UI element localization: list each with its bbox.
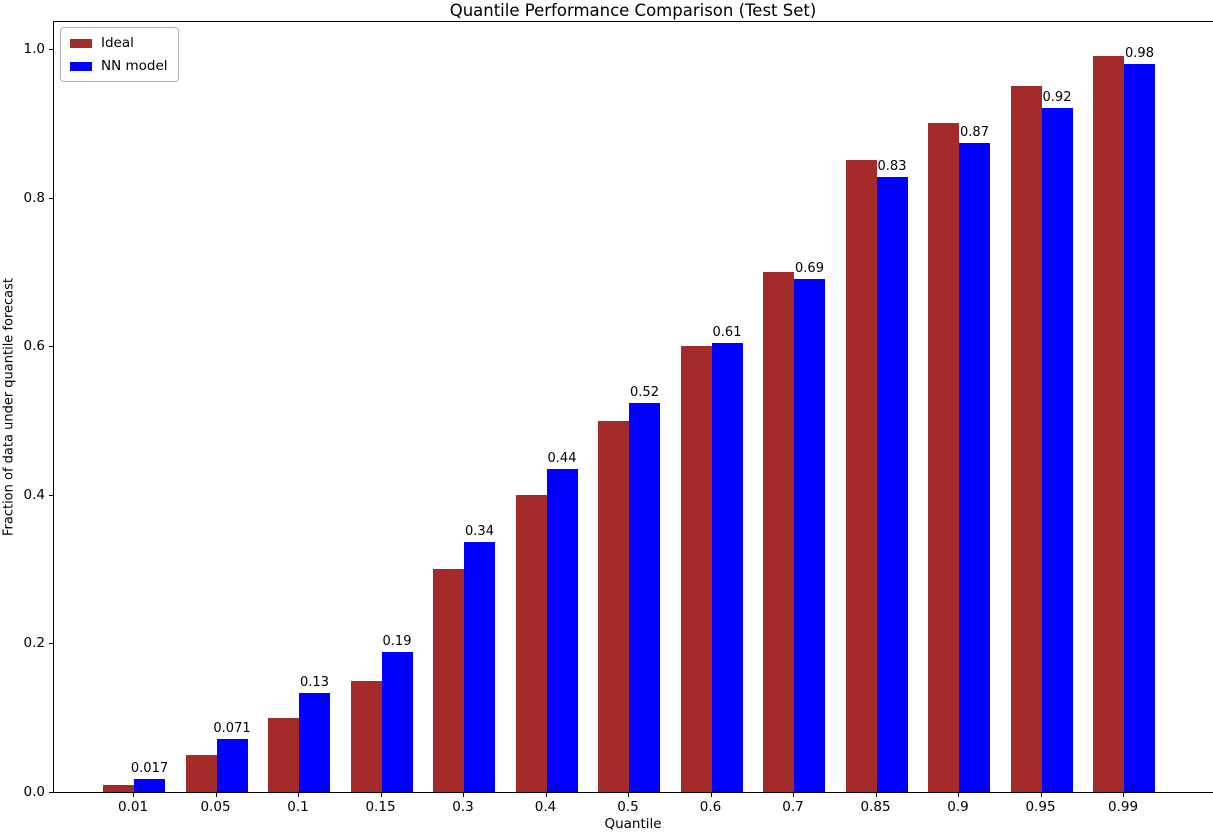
legend-label: Ideal [101,35,134,51]
bar-value-label: 0.98 [1125,45,1154,61]
x-tick-mark [380,793,382,797]
x-tick-label: 0.1 [287,799,309,815]
x-axis-title: Quantile [604,816,662,832]
y-tick-mark [49,643,53,645]
y-tick-mark [49,346,53,348]
x-tick-label: 0.6 [699,799,722,815]
bar-value-label: 0.52 [630,385,659,401]
x-tick-label: 0.9 [947,799,969,815]
bar-value-label: 0.34 [465,523,494,539]
bar-nn-model-0.5 [629,403,660,792]
bar-value-label: 0.44 [547,450,577,466]
bar-ideal-0.5 [598,420,629,792]
legend-label: NN model [101,58,168,74]
y-tick-label: 0.0 [23,784,45,800]
bar-nn-model-0.05 [216,739,248,792]
bar-ideal-0.7 [763,271,794,792]
bar-nn-model-0.6 [711,342,743,792]
bar-nn-model-0.4 [546,468,578,792]
bar-value-label: 0.87 [960,125,989,141]
bar-nn-model-0.7 [794,279,825,792]
bar-value-label: 0.071 [213,721,251,737]
bar-ideal-0.85 [845,160,877,792]
y-tick-mark [49,197,53,199]
x-tick-label: 0.4 [534,799,557,815]
x-tick-mark [463,793,464,797]
y-tick-mark [49,792,53,793]
bar-nn-model-0.95 [1041,107,1073,792]
bar-value-label: 0.19 [382,634,412,650]
x-tick-mark [1040,793,1042,797]
x-tick-label: 0.95 [1025,799,1056,815]
legend-swatch-ideal [70,38,92,48]
bar-ideal-0.6 [680,346,712,792]
x-tick-mark [215,793,217,797]
y-tick-label: 0.4 [23,486,45,503]
plot-area: 0.017 0.071 0.13 0.19 0.34 0.44 0.52 0.61 0.69 0.… [53,21,1213,793]
bar-nn-model-0.99 [1124,63,1155,792]
bar-value-label: 0.92 [1042,89,1072,105]
x-tick-label: 0.99 [1107,799,1139,815]
bar-ideal-0.9 [928,123,959,792]
bar-value-label: 0.61 [712,324,742,340]
bar-nn-model-0.3 [464,541,495,792]
x-tick-mark [958,793,959,797]
x-tick-mark [133,793,134,797]
bar-ideal-0.05 [185,754,217,792]
bar-nn-model-0.85 [876,176,908,792]
chart-title: Quantile Performance Comparison (Test Se… [449,1,817,20]
x-tick-mark [545,793,547,797]
legend-swatch-nn-model [70,61,92,71]
x-tick-mark [793,793,794,797]
x-tick-mark [1123,793,1124,797]
bar-nn-model-0.9 [959,143,990,792]
y-tick-label: 0.8 [23,189,45,206]
y-tick-label: 0.6 [23,338,45,355]
bar-ideal-0.1 [268,717,299,792]
bar-value-label: 0.017 [130,761,169,777]
y-axis-title: Fraction of data under quantile forecast [1,277,17,537]
x-tick-mark [628,793,629,797]
bar-value-label: 0.69 [795,261,824,277]
bar-ideal-0.3 [433,569,464,792]
bar-ideal-0.01 [103,784,134,792]
y-tick-mark [49,494,53,496]
legend-item-ideal: Ideal [70,35,168,51]
x-tick-label: 0.05 [200,799,231,815]
x-tick-mark [875,793,877,797]
y-tick-label: 0.2 [23,635,45,652]
x-tick-label: 0.15 [365,799,396,815]
y-tick-label: 1.0 [23,41,45,57]
bar-ideal-0.4 [515,494,547,792]
x-tick-mark [710,793,712,797]
x-tick-mark [298,793,299,797]
bar-nn-model-0.15 [381,652,413,792]
y-tick-mark [49,49,53,50]
bar-ideal-0.99 [1093,56,1124,792]
x-tick-label: 0.3 [452,799,474,815]
bar-nn-model-0.1 [299,693,330,792]
legend: Ideal NN model [60,27,179,82]
bar-ideal-0.15 [350,680,382,792]
x-tick-label: 0.5 [617,799,639,815]
bar-nn-model-0.01 [134,779,165,792]
bar-ideal-0.95 [1010,86,1042,792]
x-tick-label: 0.01 [117,799,149,815]
bar-value-label: 0.13 [300,675,329,691]
bar-value-label: 0.83 [877,158,907,174]
x-tick-label: 0.7 [782,799,804,815]
x-tick-label: 0.85 [860,799,891,815]
legend-item-nn-model: NN model [70,58,168,74]
